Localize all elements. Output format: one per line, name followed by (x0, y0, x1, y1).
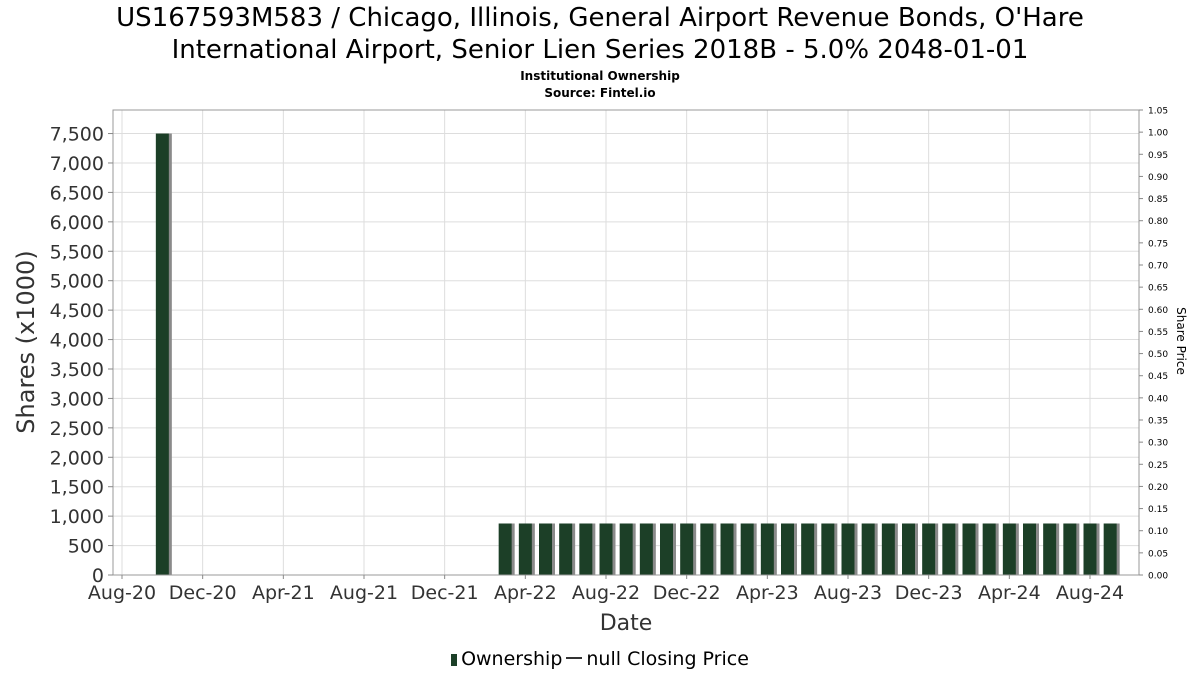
y-tick-label: 6,000 (50, 212, 104, 234)
ownership-bar (781, 523, 794, 575)
x-tick-label: Aug-22 (572, 582, 640, 604)
y2-tick-label: 1.00 (1148, 129, 1168, 139)
ownership-bar (942, 523, 956, 575)
y2-tick-label: 0.00 (1148, 572, 1168, 582)
y-tick-label: 4,500 (50, 300, 104, 322)
x-axis-title: Date (600, 611, 653, 636)
y-tick-label: 6,500 (50, 182, 104, 204)
ownership-bar (861, 523, 875, 575)
ownership-bar (619, 523, 633, 575)
y-tick-label: 500 (68, 536, 104, 558)
ownership-bar (1063, 523, 1077, 575)
y-tick-label: 3,500 (50, 359, 104, 381)
y2-tick-label: 0.25 (1148, 461, 1168, 471)
ownership-legend-label: Ownership (461, 648, 563, 670)
ownership-bar (760, 523, 774, 575)
ownership-bar (539, 523, 552, 575)
y-tick-label: 2,500 (50, 418, 104, 440)
ownership-bar (1083, 523, 1097, 575)
y-tick-label: 3,000 (50, 388, 104, 410)
y-tick-label: 1,000 (50, 506, 104, 528)
y2-tick-label: 1.05 (1148, 107, 1168, 117)
chart-subtitle: Institutional Ownership (520, 69, 680, 83)
ownership-bar (518, 523, 532, 575)
x-tick-label: Aug-23 (814, 582, 882, 604)
ownership-bar (660, 523, 673, 575)
ownership-bar (962, 523, 976, 575)
x-tick-label: Apr-22 (494, 582, 557, 604)
ownership-bar (1043, 523, 1057, 575)
ownership-bar (639, 523, 653, 575)
legend: Ownership null Closing Price (0, 647, 1200, 671)
y2-tick-label: 0.10 (1148, 527, 1168, 537)
ownership-bar (922, 523, 936, 575)
y2-tick-label: 0.65 (1148, 284, 1168, 294)
chart-title-line-1: US167593M583 / Chicago, Illinois, Genera… (116, 3, 1084, 33)
y2-tick-label: 0.40 (1148, 394, 1168, 404)
ownership-bar (740, 523, 754, 575)
y-tick-label: 5,500 (50, 241, 104, 263)
y-tick-label: 4,000 (50, 330, 104, 352)
y2-tick-label: 0.50 (1148, 350, 1168, 360)
ownership-bar (902, 523, 915, 575)
x-tick-label: Apr-23 (736, 582, 799, 604)
price-legend-line (566, 657, 583, 659)
y2-tick-label: 0.95 (1148, 151, 1168, 161)
y2-tick-label: 0.75 (1148, 239, 1168, 249)
y-tick-label: 1,500 (50, 477, 104, 499)
ownership-bar (1002, 523, 1016, 575)
y2-tick-label: 0.20 (1148, 483, 1168, 493)
y-tick-label: 7,500 (50, 124, 104, 146)
x-tick-label: Dec-21 (411, 582, 479, 604)
ownership-legend-swatch (451, 654, 458, 666)
ownership-bar (680, 523, 694, 575)
ownership-bar (1103, 523, 1117, 575)
chart-title-line-2: International Airport, Senior Lien Serie… (171, 35, 1029, 65)
ownership-bar (720, 523, 734, 575)
ownership-bar (801, 523, 815, 575)
y2-tick-label: 0.35 (1148, 417, 1168, 427)
ownership-bar (579, 523, 593, 575)
ownership-bar (559, 523, 573, 575)
y-tick-label: 5,000 (50, 271, 104, 293)
y2-tick-label: 0.55 (1148, 328, 1168, 338)
y2-axis-title: Share Price (1174, 307, 1188, 375)
ownership-bar (982, 523, 996, 575)
y-tick-label: 7,000 (50, 153, 104, 175)
ownership-bar (1023, 523, 1036, 575)
y-tick-label: 2,000 (50, 447, 104, 469)
y2-tick-label: 0.15 (1148, 505, 1168, 515)
chart-source: Source: Fintel.io (544, 86, 656, 100)
x-tick-label: Aug-24 (1056, 582, 1124, 604)
ownership-bar (841, 523, 855, 575)
ownership-bar (155, 133, 169, 575)
y2-tick-label: 0.05 (1148, 549, 1168, 559)
x-tick-label: Aug-20 (88, 582, 156, 604)
ownership-bar (599, 523, 613, 575)
ownership-bar (498, 523, 512, 575)
y2-tick-label: 0.85 (1148, 195, 1168, 205)
y2-tick-label: 0.45 (1148, 372, 1168, 382)
x-tick-label: Aug-21 (330, 582, 398, 604)
y2-tick-label: 0.60 (1148, 306, 1168, 316)
x-tick-label: Apr-24 (978, 582, 1041, 604)
x-tick-label: Apr-21 (252, 582, 315, 604)
y2-tick-label: 0.30 (1148, 439, 1168, 449)
y-axis-title: Shares (x1000) (12, 250, 40, 433)
y2-tick-label: 0.90 (1148, 173, 1168, 183)
x-tick-label: Dec-22 (653, 582, 721, 604)
price-legend-label: null Closing Price (586, 648, 749, 670)
x-tick-label: Dec-23 (895, 582, 963, 604)
y-tick-label: 0 (92, 565, 104, 587)
plot-area (112, 109, 1140, 576)
ownership-bar (700, 523, 714, 575)
y2-tick-label: 0.70 (1148, 262, 1168, 272)
x-tick-label: Dec-20 (169, 582, 237, 604)
y2-tick-label: 0.80 (1148, 217, 1168, 227)
ownership-bar (821, 523, 835, 575)
ownership-bar (881, 523, 895, 575)
